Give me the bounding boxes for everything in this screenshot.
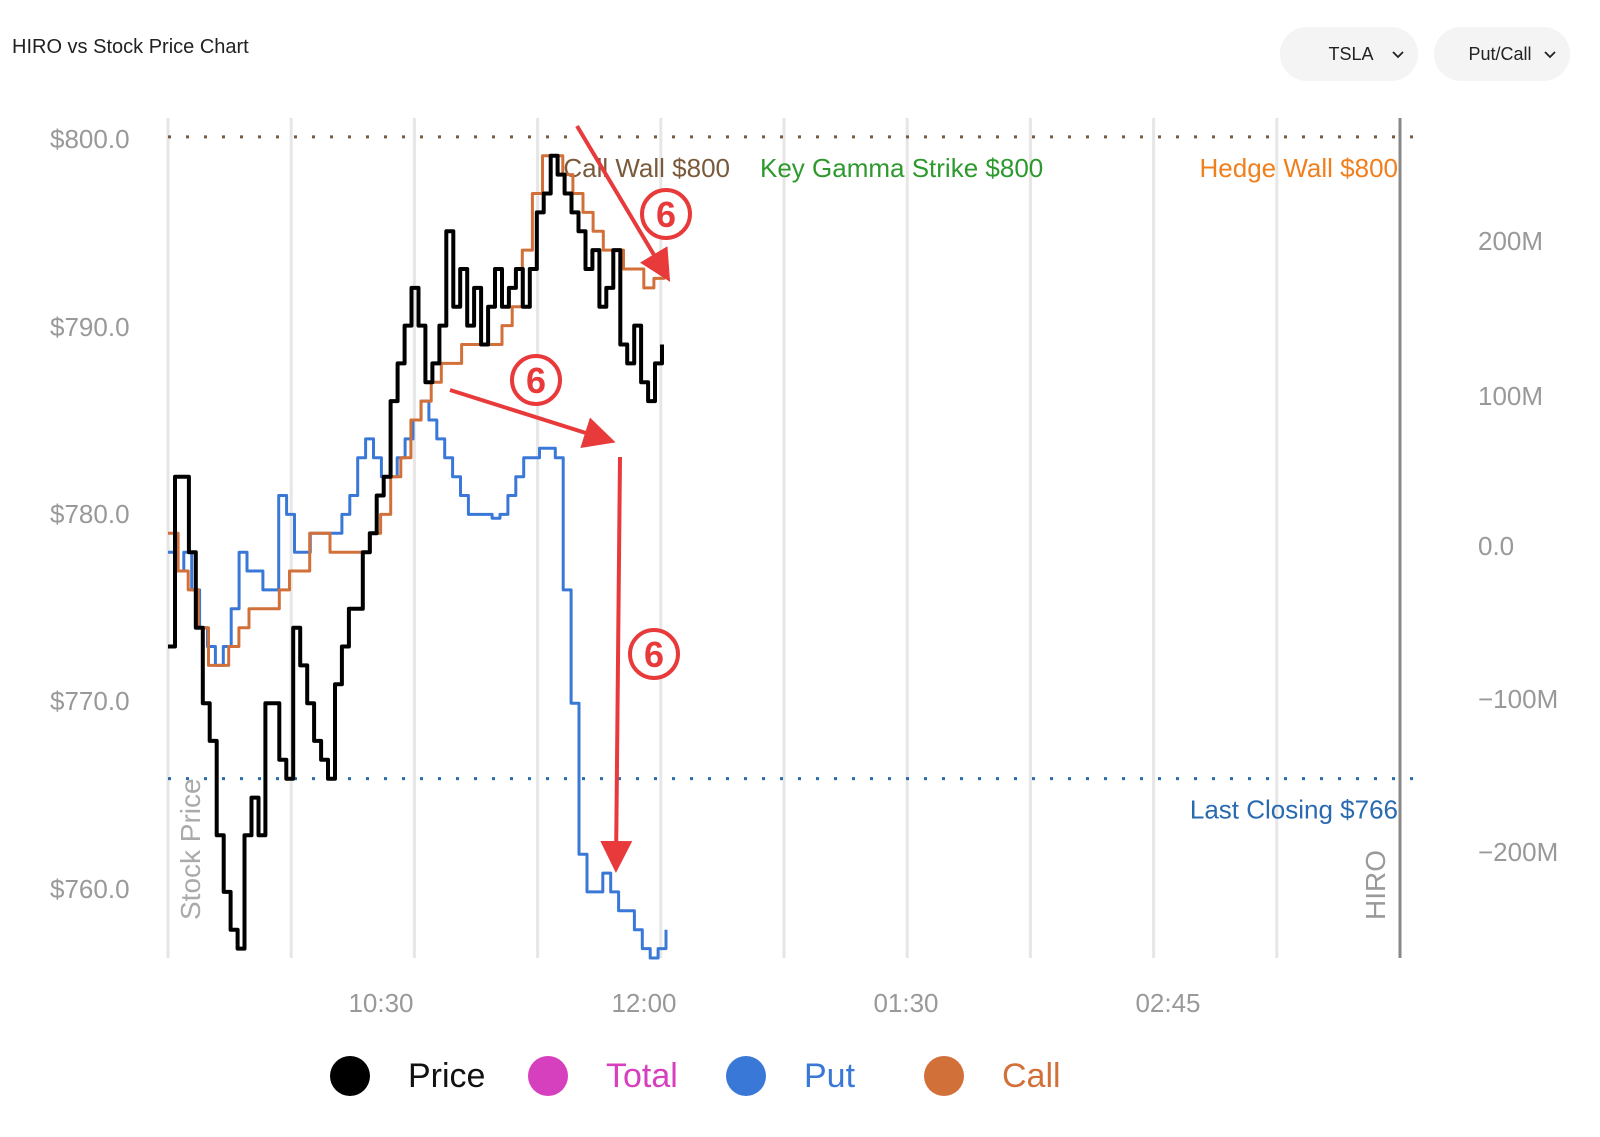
right-tick-label: 100M (1478, 381, 1543, 411)
left-tick-label: $760.0 (50, 874, 130, 904)
x-tick-label: 01:30 (873, 988, 938, 1018)
chevron-down-icon (1392, 51, 1404, 59)
chevron-down-icon (1544, 51, 1556, 59)
annotation-circle (628, 628, 680, 680)
left-tick-label: $780.0 (50, 499, 130, 529)
annotation-arrow (575, 124, 671, 282)
page-title: HIRO vs Stock Price Chart (12, 36, 249, 58)
key-gamma-label: Key Gamma Strike $800 (760, 153, 1043, 183)
legend-dot (726, 1056, 766, 1096)
grid-lines (166, 118, 1402, 958)
mode-select[interactable]: Put/Call (1434, 27, 1570, 81)
call-wall-label: Call Wall $800 (563, 153, 730, 183)
annotation-arrow (600, 456, 633, 873)
legend-item-put[interactable]: Put (726, 1056, 855, 1096)
annotation-number: 6 (644, 634, 664, 675)
x-tick-label: 10:30 (348, 988, 413, 1018)
legend-dot (924, 1056, 964, 1096)
legend-dot (528, 1056, 568, 1096)
legend-item-price[interactable]: Price (330, 1056, 485, 1096)
ticker-select[interactable]: TSLA (1280, 27, 1418, 81)
annotation-circle (640, 188, 692, 240)
ticker-select-value: TSLA (1328, 43, 1374, 64)
left-tick-label: $770.0 (50, 686, 130, 716)
left-tick-label: $790.0 (50, 312, 130, 342)
right-axis-title: HIRO (1360, 850, 1391, 920)
annotation-circle (510, 354, 562, 406)
annotation-arrow (449, 388, 616, 449)
legend-label: Price (408, 1056, 486, 1095)
legend-label: Call (1002, 1056, 1061, 1095)
series-line-call (168, 154, 666, 667)
annotations: 6 6 6 (449, 124, 692, 873)
series-group (168, 153, 668, 960)
legend-item-call[interactable]: Call (924, 1056, 1061, 1096)
mode-select-value: Put/Call (1468, 43, 1532, 64)
last-closing-label: Last Closing $766 (1190, 795, 1398, 825)
annotation-number: 6 (656, 194, 676, 235)
legend-label: Total (606, 1056, 678, 1095)
right-tick-label: −100M (1478, 684, 1558, 714)
reference-lines: Call Wall $800 Key Gamma Strike $800 Hedge… (168, 135, 1420, 825)
right-tick-label: −200M (1478, 837, 1558, 867)
right-tick-label: 200M (1478, 226, 1543, 256)
hedge-wall-label: Hedge Wall $800 (1200, 153, 1399, 183)
x-tick-label: 02:45 (1135, 988, 1200, 1018)
legend-dot (330, 1056, 370, 1096)
legend-item-total[interactable]: Total (528, 1056, 678, 1096)
axis-ticks: $800.0 $790.0 $780.0 $770.0 $760.0 200M 100M 0.… (50, 124, 1558, 1018)
annotation-number: 6 (526, 360, 546, 401)
series-line-price (168, 153, 664, 951)
left-axis-title: Stock Price (175, 778, 206, 920)
left-tick-label: $800.0 (50, 124, 130, 154)
x-tick-label: 12:00 (611, 988, 676, 1018)
right-tick-label: 0.0 (1478, 531, 1514, 561)
legend-label: Put (804, 1056, 856, 1095)
